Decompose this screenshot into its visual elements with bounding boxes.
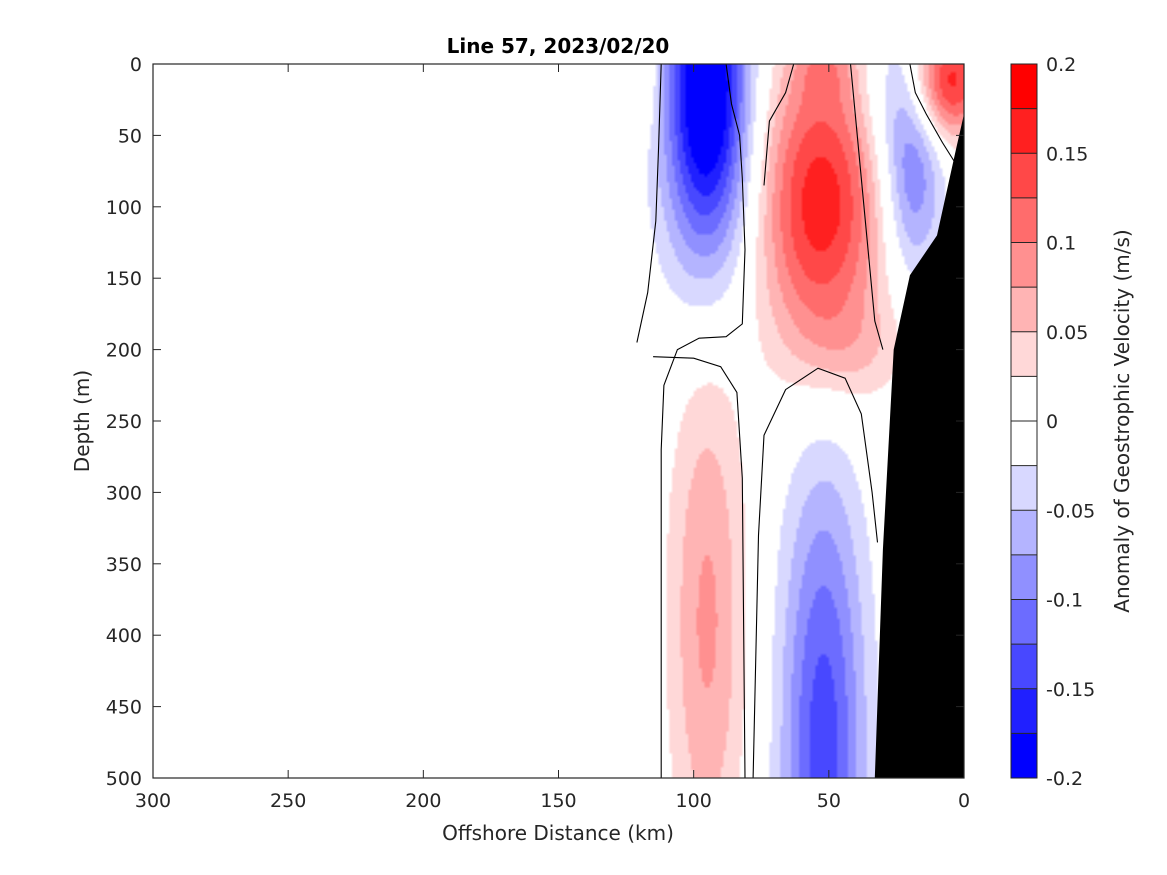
- plot-area: [152, 63, 965, 779]
- y-tick-label: 250: [106, 411, 142, 433]
- colorbar-swatch: [1011, 153, 1037, 199]
- colorbar-tick-label: -0.05: [1046, 500, 1095, 522]
- colorbar-tick-label: 0.05: [1046, 322, 1088, 344]
- y-tick-label: 500: [106, 768, 142, 790]
- y-tick-label: 100: [106, 197, 142, 219]
- colorbar-swatch: [1011, 599, 1037, 645]
- y-tick-label: 0: [130, 54, 142, 76]
- x-tick-label: 100: [676, 790, 712, 812]
- y-tick-label: 50: [118, 125, 142, 147]
- colorbar-swatch: [1011, 465, 1037, 511]
- zero-contour-line: [653, 356, 746, 778]
- colorbar-swatch: [1011, 376, 1037, 422]
- colorbar-tick-label: -0.15: [1046, 679, 1095, 701]
- zero-contour-line: [849, 64, 884, 350]
- colorbar-swatch: [1011, 331, 1037, 377]
- y-tick-label: 400: [106, 625, 142, 647]
- colorbar-swatch: [1011, 108, 1037, 154]
- colorbar-label: Anomaly of Geostrophic Velocity (m/s): [1110, 229, 1134, 612]
- colorbar-swatch: [1011, 287, 1037, 333]
- colorbar: 0.2 0.15 0.1 0.05 0 -0.05 -0.1 -0.15 -0.2: [1010, 54, 1095, 790]
- colorbar-swatch: [1011, 510, 1037, 556]
- colorbar-swatch: [1011, 644, 1037, 690]
- y-axis-label: Depth (m): [70, 370, 94, 472]
- x-tick-label: 300: [135, 790, 171, 812]
- x-axis-label: Offshore Distance (km): [442, 821, 674, 845]
- colorbar-swatch: [1011, 421, 1037, 467]
- zero-contours: [636, 64, 957, 778]
- colorbar-tick-label: -0.2: [1046, 768, 1083, 790]
- colorbar-tick-label: 0.15: [1046, 143, 1088, 165]
- x-axis: 300 250 200 150 100 50 0: [135, 64, 970, 812]
- colorbar-swatch: [1011, 554, 1037, 601]
- colorbar-tick-label: 0: [1046, 411, 1058, 433]
- colorbar-tick-label: 0.2: [1046, 54, 1076, 76]
- colorbar-swatch: [1011, 242, 1037, 288]
- y-tick-label: 450: [106, 697, 142, 719]
- colorbar-tick-label: 0.1: [1046, 233, 1076, 255]
- colorbar-swatch: [1011, 64, 1037, 110]
- velocity-field: [153, 64, 964, 778]
- colorbar-swatch: [1011, 733, 1037, 779]
- x-tick-label: 200: [405, 790, 441, 812]
- x-tick-label: 250: [270, 790, 306, 812]
- y-tick-label: 350: [106, 554, 142, 576]
- zero-contour-line: [763, 64, 795, 186]
- zero-contour-line: [636, 64, 662, 343]
- colorbar-swatch: [1011, 688, 1037, 734]
- y-tick-label: 150: [106, 268, 142, 290]
- zero-contour-line: [909, 64, 957, 165]
- x-tick-label: 0: [958, 790, 970, 812]
- colorbar-frame: [1010, 63, 1038, 779]
- zero-contour-line: [752, 367, 879, 778]
- colorbar-swatch: [1011, 197, 1037, 244]
- zero-contour-line: [660, 64, 746, 778]
- x-tick-label: 150: [540, 790, 576, 812]
- seafloor-bathymetry: [874, 114, 964, 778]
- x-tick-label: 50: [817, 790, 841, 812]
- y-tick-label: 300: [106, 482, 142, 504]
- colorbar-tick-label: -0.1: [1046, 590, 1083, 612]
- y-axis: 0 50 100 150 200 250 300 350 400 450 500: [106, 54, 964, 790]
- chart-title: Line 57, 2023/02/20: [447, 34, 670, 58]
- y-tick-label: 200: [106, 340, 142, 362]
